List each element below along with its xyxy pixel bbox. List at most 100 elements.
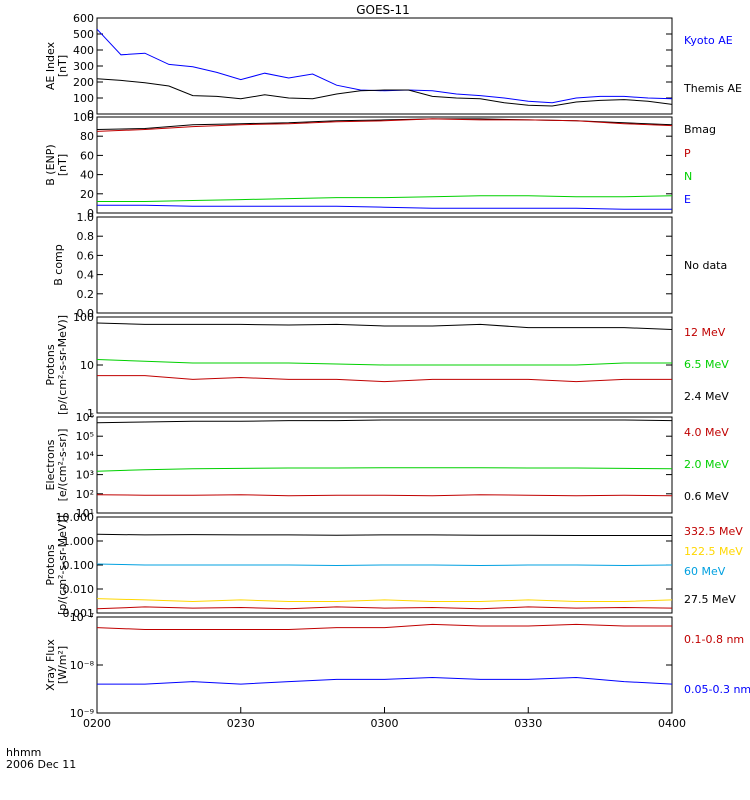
legend-entry: 27.5 MeV <box>684 593 736 606</box>
y-tick-label: 0.4 <box>77 269 95 282</box>
y-tick-label: 200 <box>73 76 94 89</box>
series-line <box>97 195 673 202</box>
y-tick-label: 80 <box>80 130 94 143</box>
series-line <box>97 204 672 210</box>
y-axis-label: [e/(cm²-s-sr)] <box>56 429 69 502</box>
y-tick-label: 10⁻⁷ <box>70 611 94 624</box>
series-line <box>96 322 673 330</box>
x-tick-label: 0300 <box>371 717 399 730</box>
y-tick-label: 10.000 <box>56 511 95 524</box>
y-axis-label: [p/(cm²-s-sr-MeV)] <box>56 315 69 415</box>
legend-entry: 60 MeV <box>684 565 726 578</box>
series-line <box>96 118 673 132</box>
y-tick-label: 600 <box>73 12 94 25</box>
y-tick-label: 10⁻⁹ <box>70 707 94 720</box>
series-line <box>96 359 672 366</box>
series-line <box>96 533 672 536</box>
y-tick-label: 0.6 <box>77 249 95 262</box>
y-tick-label: 10¹ <box>76 507 94 520</box>
series-line <box>96 419 673 424</box>
x-tick-label: 0400 <box>658 717 686 730</box>
y-tick-label: 300 <box>73 60 94 73</box>
legend-entry: 332.5 MeV <box>684 525 743 538</box>
panel-frame <box>96 116 673 214</box>
x-tick-label: 0200 <box>83 717 111 730</box>
y-axis-label: AE Index <box>44 41 57 90</box>
legend-entry: 2.4 MeV <box>684 390 729 403</box>
legend-entry: N <box>684 170 692 183</box>
y-tick-label: 0.0 <box>77 307 95 320</box>
series-line <box>97 375 672 383</box>
panel-frame <box>96 616 673 714</box>
y-tick-label: 100 <box>73 111 94 124</box>
series-line <box>96 494 673 497</box>
legend-entry: 0.1-0.8 nm <box>684 633 744 646</box>
y-tick-label: 0.100 <box>63 559 95 572</box>
y-tick-label: 1 <box>87 407 94 420</box>
legend-entry: 122.5 MeV <box>684 545 743 558</box>
x-axis: 0200 0230 0300 0330 0400 <box>83 707 686 730</box>
y-tick-label: 1.0 <box>77 211 95 224</box>
y-axis-label: [nT] <box>56 154 69 176</box>
series-line <box>96 623 672 630</box>
legend-entry: 2.0 MeV <box>684 458 729 471</box>
chart-title: GOES-11 <box>356 3 410 17</box>
legend-entry: Themis AE <box>683 82 742 95</box>
legend-entry: P <box>684 147 691 160</box>
y-tick-label: 10 <box>80 359 94 372</box>
date-label: 2006 Dec 11 <box>6 758 76 771</box>
y-tick-label: 40 <box>80 169 94 182</box>
series-line <box>96 28 673 104</box>
y-axis-label: B comp <box>52 244 65 286</box>
series-line <box>96 606 673 610</box>
panel: 10¹ 10² 10³ 10⁴ 10⁵ 10⁶ Electrons [e/(cm²-s-sr)… <box>44 411 729 520</box>
y-axis-label: B (ENP) <box>44 144 57 185</box>
y-tick-label: 10⁶ <box>76 411 95 424</box>
y-tick-label: 100 <box>73 311 94 324</box>
y-tick-label: 10² <box>76 488 94 501</box>
y-tick-label: 20 <box>80 188 94 201</box>
legend-entry: 0.05-0.3 nm <box>684 683 750 696</box>
y-axis-label: [W/m²] <box>56 646 69 684</box>
y-tick-label: 10⁻⁸ <box>70 659 95 672</box>
y-tick-label: 0.010 <box>63 583 95 596</box>
y-tick-label: 0.8 <box>77 230 95 243</box>
legend-entry: Bmag <box>684 123 716 136</box>
panel-frame <box>96 416 673 514</box>
panel: 10⁻⁹ 10⁻⁸ 10⁻⁷ Xray Flux [W/m²] 0.1-0.8 nm 0.0… <box>44 611 750 720</box>
panel: 1 10 100 Protons [p/(cm²-s-sr-MeV)] 12 MeV 6.5… <box>44 311 729 420</box>
y-tick-label: 100 <box>73 92 94 105</box>
y-tick-label: 10⁵ <box>76 430 94 443</box>
panel: 0.0 0.2 0.4 0.6 0.8 1.0 B comp No data <box>52 211 727 320</box>
legend-entry: 6.5 MeV <box>684 358 729 371</box>
series-line <box>96 78 673 107</box>
y-axis-label: [p/(cm²-s-sr-MeV)] <box>56 515 69 615</box>
legend-entry: 12 MeV <box>684 326 726 339</box>
legend-entry: E <box>684 193 691 206</box>
time-label: hhmm <box>6 746 41 759</box>
y-tick-label: 10³ <box>76 469 94 482</box>
panel: 0 20 40 60 80 100 B (ENP) [nT] Bmag PNE <box>44 111 716 220</box>
legend-entry: No data <box>684 259 727 272</box>
series-line <box>96 598 673 603</box>
y-tick-label: 400 <box>73 44 94 57</box>
series-line <box>97 676 673 685</box>
legend-entry: 0.6 MeV <box>684 490 729 503</box>
y-tick-label: 10⁴ <box>76 449 95 462</box>
y-tick-label: 60 <box>80 149 94 162</box>
y-tick-label: 0.2 <box>77 288 95 301</box>
y-tick-label: 0 <box>87 108 94 121</box>
y-tick-label: 0.001 <box>63 607 95 620</box>
y-axis-label: Xray Flux <box>44 639 57 691</box>
panel-frame <box>96 216 673 314</box>
x-tick-label: 0330 <box>514 717 542 730</box>
series-line <box>96 563 673 567</box>
legend-entry: Kyoto AE <box>684 34 733 47</box>
x-tick-label: 0230 <box>227 717 255 730</box>
y-axis-label: [nT] <box>56 55 69 77</box>
y-tick-label: 500 <box>73 28 94 41</box>
series-line <box>96 467 673 472</box>
